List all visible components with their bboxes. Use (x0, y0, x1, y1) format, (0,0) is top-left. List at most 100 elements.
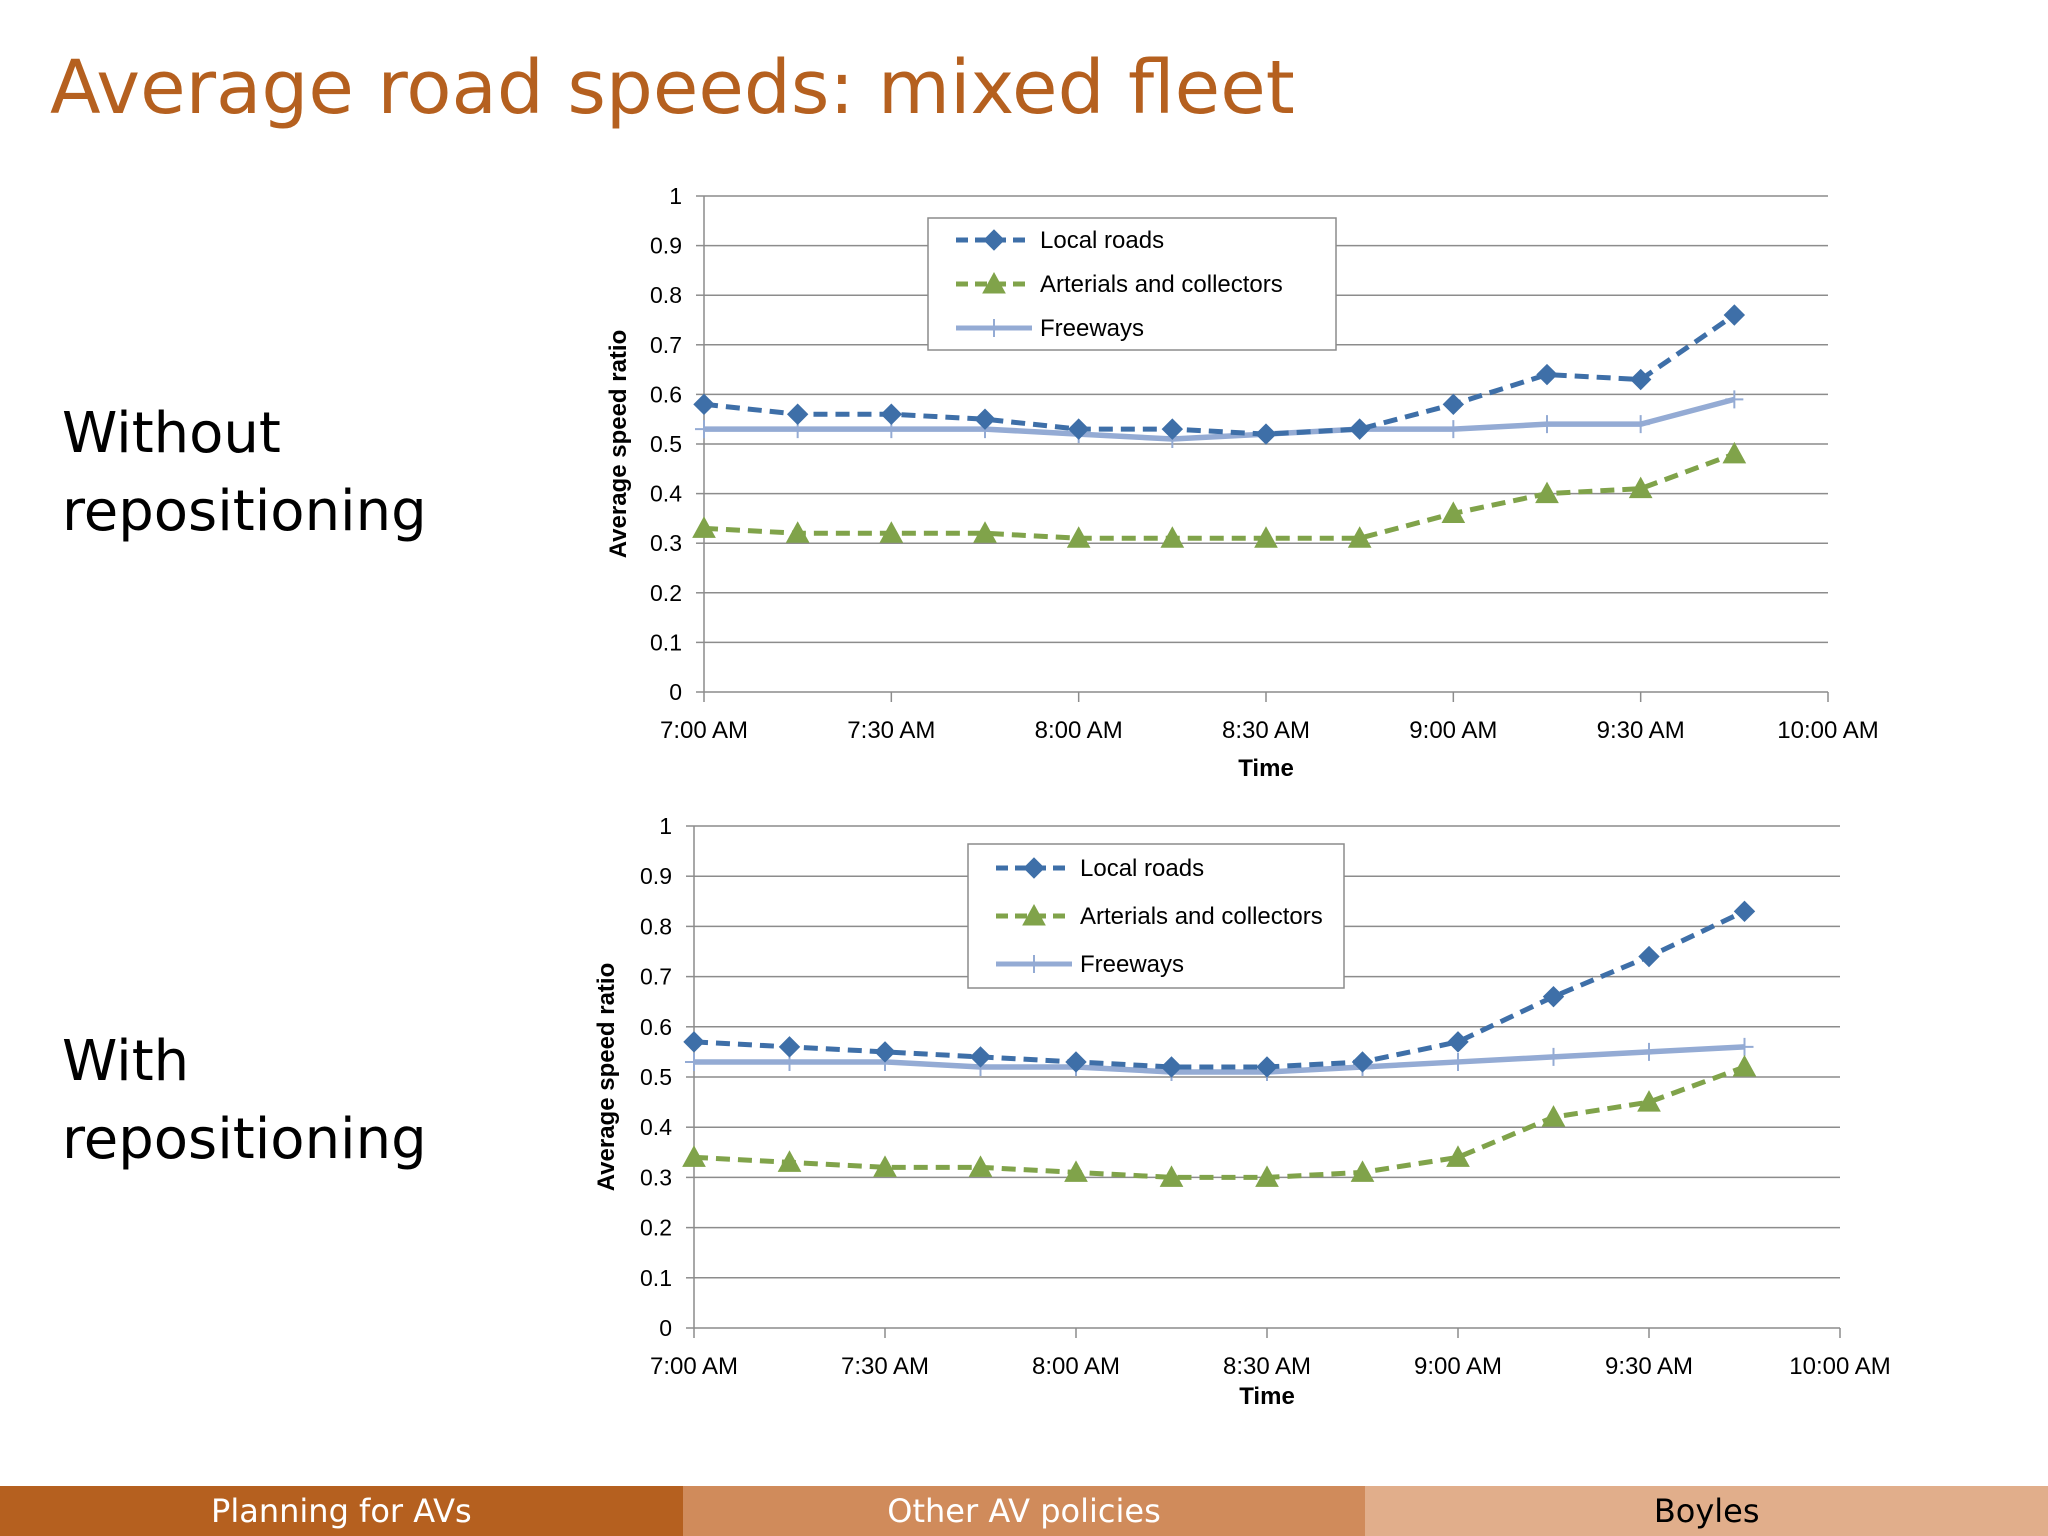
y-tick-label: 0.3 (650, 530, 682, 556)
x-tick-label: 7:30 AM (847, 717, 935, 744)
data-point (968, 1155, 993, 1177)
row-label-without-repositioning: Without repositioning (62, 395, 427, 551)
row-label-line: With (62, 1029, 190, 1094)
y-tick-label: 0.1 (640, 1265, 672, 1291)
data-point (1441, 501, 1466, 523)
data-point (1541, 1105, 1566, 1127)
y-tick-label: 0.1 (650, 629, 682, 655)
x-axis-label: Time (1238, 755, 1294, 782)
y-axis-label: Average speed ratio (605, 330, 632, 559)
x-tick-label: 8:30 AM (1222, 717, 1310, 744)
data-point (1631, 415, 1650, 434)
data-point (1640, 1042, 1658, 1061)
x-tick-label: 10:00 AM (1777, 717, 1878, 744)
y-tick-label: 0.5 (640, 1064, 672, 1090)
y-tick-label: 0.7 (650, 332, 682, 358)
legend-marker (985, 319, 1003, 337)
x-tick-label: 8:30 AM (1223, 1353, 1311, 1380)
y-tick-label: 0.9 (650, 233, 682, 259)
series-line (693, 1064, 1746, 1180)
series-line (703, 312, 1736, 437)
x-tick-label: 7:00 AM (660, 717, 748, 744)
data-point (1159, 1165, 1184, 1187)
data-point (1638, 945, 1660, 968)
series-line (703, 451, 1736, 541)
y-tick-label: 0.2 (640, 1215, 672, 1241)
legend-marker (1025, 955, 1043, 973)
data-point (683, 1031, 705, 1053)
x-tick-label: 9:30 AM (1605, 1353, 1693, 1380)
x-tick-label: 9:00 AM (1409, 717, 1497, 744)
data-point (1160, 526, 1185, 548)
y-tick-label: 0.5 (650, 431, 682, 457)
data-point (1442, 393, 1465, 416)
data-point (1722, 441, 1747, 464)
data-point (1735, 1037, 1754, 1056)
data-point (1255, 423, 1277, 445)
y-tick-label: 0.7 (640, 964, 672, 990)
footer-section-title: Planning for AVs (0, 1486, 683, 1536)
chart-without-repositioning: 0 0.1 0.2 0.3 0.4 0.5 0.6 0.7 0.8 0.9 1 7:00 AM 7:30… (605, 183, 1879, 782)
data-point (874, 1041, 896, 1063)
data-point (692, 516, 716, 538)
data-point (873, 1155, 897, 1177)
data-point (1544, 1047, 1563, 1066)
row-label-with-repositioning: With repositioning (62, 1023, 427, 1179)
data-point (682, 1145, 706, 1167)
x-axis-label: Time (1239, 1383, 1295, 1410)
data-point (1256, 1056, 1278, 1078)
data-point (973, 521, 997, 543)
x-tick-label: 9:30 AM (1597, 717, 1685, 744)
data-point (1065, 1051, 1087, 1073)
data-point (1449, 1052, 1467, 1071)
y-tick-label: 0.4 (650, 481, 682, 507)
data-point (1446, 1145, 1470, 1167)
data-point (1733, 900, 1756, 923)
row-label-line: Without (62, 401, 281, 466)
data-point (1732, 1054, 1757, 1077)
y-tick-label: 0.8 (650, 282, 682, 308)
data-point (1725, 390, 1744, 409)
x-tick-label: 7:30 AM (841, 1353, 929, 1380)
legend-marker (982, 271, 1006, 294)
y-tick-label: 0 (659, 1315, 672, 1341)
footer-section-topic: Other AV policies (682, 1486, 1366, 1536)
data-point (1347, 526, 1372, 548)
legend-marker (1023, 857, 1045, 879)
data-point (1350, 1160, 1375, 1182)
data-point (695, 420, 713, 439)
legend-marker (983, 229, 1005, 251)
chart-with-repositioning: 0 0.1 0.2 0.3 0.4 0.5 0.6 0.7 0.8 0.9 1 7:00 AM 7:30… (593, 813, 1891, 1410)
data-point (777, 1150, 802, 1172)
x-tick-label: 9:00 AM (1414, 1353, 1502, 1380)
data-point (880, 403, 903, 425)
data-point (1160, 1056, 1183, 1078)
y-axis-label: Average speed ratio (593, 963, 620, 1192)
chart-legend: Local roads Arterials and collectors Freew… (927, 217, 1337, 351)
data-point (1629, 368, 1652, 391)
y-tick-label: 0 (669, 679, 682, 705)
data-point (1064, 1160, 1088, 1182)
legend-label: Local roads (1080, 855, 1204, 882)
data-point (1066, 526, 1091, 548)
x-tick-label: 10:00 AM (1789, 1353, 1890, 1380)
data-point (693, 393, 715, 416)
data-point (1067, 418, 1090, 440)
data-point (1254, 526, 1278, 548)
legend-label: Arterials and collectors (1080, 903, 1323, 930)
data-point (1536, 363, 1558, 386)
data-point (1538, 415, 1556, 434)
data-point (1351, 1051, 1374, 1073)
legend-label: Local roads (1040, 227, 1164, 254)
y-tick-label: 1 (659, 813, 672, 839)
footer-bar: Planning for AVs Other AV policies Boyle… (0, 1486, 2048, 1536)
data-point (685, 1052, 703, 1071)
data-point (1535, 481, 1559, 504)
y-tick-label: 0.8 (640, 913, 672, 939)
legend-label: Freeways (1040, 315, 1144, 342)
data-point (1723, 304, 1746, 326)
chart-legend: Local roads Arterials and collectors Freew… (967, 843, 1345, 989)
x-tick-label: 8:00 AM (1032, 1353, 1120, 1380)
legend-label: Freeways (1080, 951, 1184, 978)
y-tick-label: 0.4 (640, 1114, 672, 1140)
